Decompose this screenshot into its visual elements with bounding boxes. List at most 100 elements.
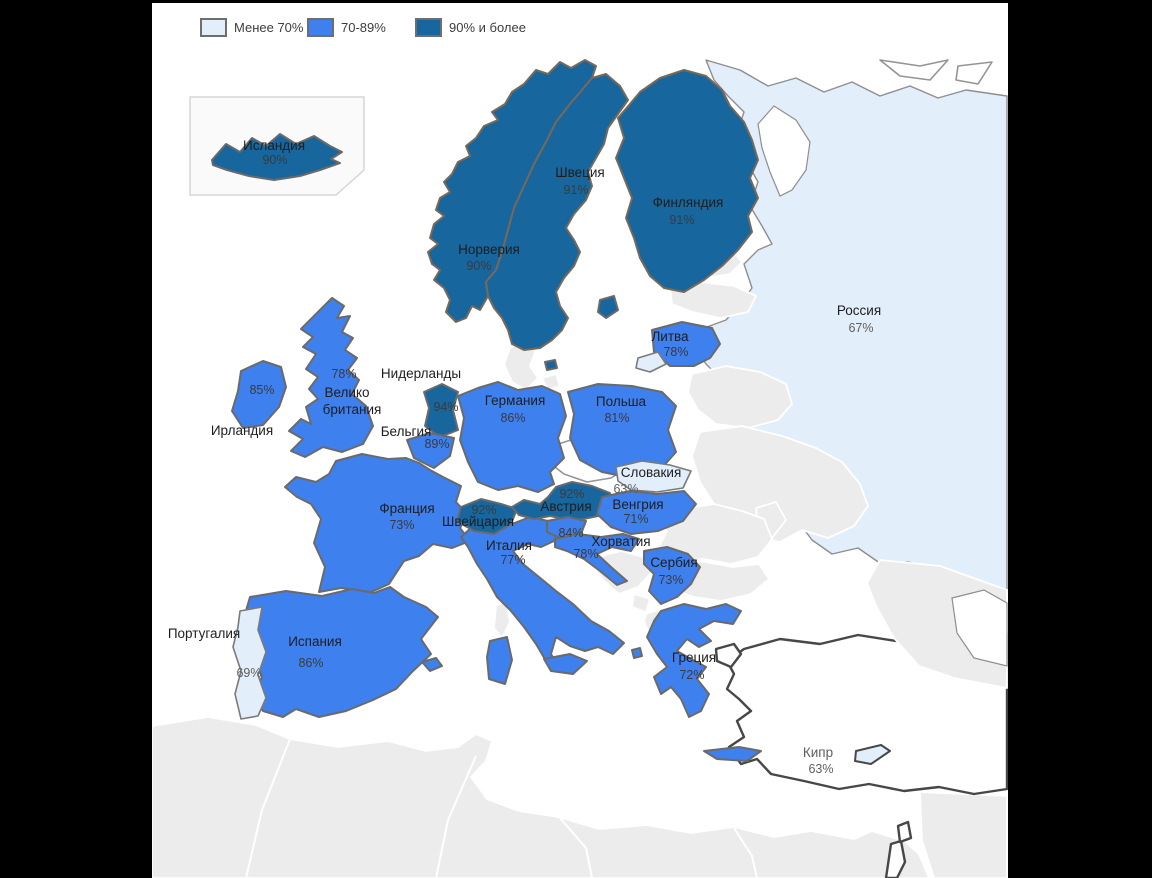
country-label: Словакия (621, 465, 682, 480)
legend-label: 90% и более (449, 20, 526, 35)
percent-label: 72% (679, 668, 704, 682)
ionian-island (631, 647, 643, 659)
country-belgium[interactable] (406, 432, 455, 469)
country-austria[interactable] (511, 481, 614, 522)
country-label: Швеция (555, 165, 605, 180)
percent-label: 91% (563, 183, 588, 197)
country-bosnia (594, 550, 654, 595)
country-label: Норверия (458, 242, 520, 257)
country-label: Франция (379, 501, 434, 516)
country-hungary[interactable] (596, 490, 697, 535)
percent-label: 78% (331, 367, 356, 381)
country-greece[interactable] (646, 603, 742, 718)
percent-label: 77% (500, 553, 525, 567)
legend-swatch-70-89-icon (307, 18, 334, 37)
country-sweden[interactable] (485, 73, 629, 351)
country-finland[interactable] (615, 69, 759, 293)
kaliningrad[interactable] (635, 351, 667, 373)
island-sicily (543, 653, 588, 675)
country-label: Литва (651, 329, 689, 344)
percent-label: 86% (500, 411, 525, 425)
percent-label: 92% (471, 503, 496, 517)
arctic-islands (879, 59, 949, 81)
country-united-kingdom[interactable] (288, 297, 374, 458)
country-latvia (669, 281, 757, 319)
country-label: Ирландия (211, 423, 273, 438)
country-label: Греция (672, 650, 716, 665)
country-label: Велико (324, 385, 369, 400)
country-label: Хорватия (591, 534, 650, 549)
legend-swatch-90-plus-icon (415, 18, 442, 37)
country-label: Польша (596, 394, 647, 409)
middle-east (919, 791, 1008, 878)
caspian-sea (951, 589, 1008, 667)
percent-label: 78% (663, 345, 688, 359)
country-montenegro (631, 593, 651, 613)
country-label: Нидерланды (381, 366, 461, 381)
map-visual-canvas: Исландия 90% Норверия 90% Швеция 91% Финляндия… (152, 3, 1008, 878)
arctic-islands-2 (955, 61, 993, 85)
country-lebanon (896, 820, 913, 844)
percent-label: 73% (389, 518, 414, 532)
country-label: Кипр (803, 745, 833, 760)
country-portugal[interactable] (232, 606, 267, 720)
percent-label: 94% (433, 400, 458, 414)
percent-label: 69% (236, 666, 261, 680)
country-label: Исландия (243, 138, 305, 153)
legend-label: Менее 70% (234, 20, 304, 35)
percent-label: 67% (848, 321, 873, 335)
island-crete (703, 746, 762, 762)
white-sea (757, 105, 811, 197)
percent-label: 90% (262, 153, 287, 167)
legend-item-90-plus[interactable]: 90% и более (415, 18, 526, 37)
percent-label: 63% (808, 762, 833, 776)
island-gotland (597, 295, 619, 319)
country-labels-layer: Исландия90%Норверия90%Швеция91%Финляндия… (168, 138, 881, 776)
percent-label: 85% (249, 383, 274, 397)
country-label: Испания (288, 634, 342, 649)
country-serbia[interactable] (643, 546, 701, 605)
country-label: Венгрия (612, 497, 663, 512)
percent-label: 84% (558, 526, 583, 540)
country-label: Финляндия (653, 195, 724, 210)
country-slovakia[interactable] (615, 460, 692, 493)
percent-label: 89% (424, 437, 449, 451)
legend-item-70-89[interactable]: 70-89% (307, 18, 386, 37)
africa-borders (245, 738, 758, 878)
percent-label: 71% (623, 512, 648, 526)
denmark-islands (541, 373, 561, 391)
country-netherlands[interactable] (423, 383, 459, 438)
country-croatia[interactable] (554, 533, 640, 586)
country-spain[interactable] (242, 586, 439, 718)
north-africa (152, 716, 930, 878)
country-germany[interactable] (457, 381, 567, 493)
country-label: Португалия (168, 626, 240, 641)
country-ireland[interactable] (231, 360, 287, 429)
legend-swatch-under-70-icon (200, 18, 227, 37)
country-switzerland[interactable] (456, 498, 518, 535)
country-label: Италия (486, 538, 532, 553)
country-cyprus[interactable] (854, 744, 891, 765)
country-label: Россия (837, 303, 881, 318)
percent-label: 63% (613, 482, 638, 496)
percent-label: 86% (298, 656, 323, 670)
island-majorca (421, 657, 443, 672)
percent-label: 73% (658, 573, 683, 587)
country-belarus (687, 365, 793, 429)
legend-item-under-70[interactable]: Менее 70% (200, 18, 303, 37)
country-label: Сербия (650, 555, 697, 570)
percent-label: 78% (573, 547, 598, 561)
country-france[interactable] (284, 453, 471, 593)
turkish-thrace (714, 642, 743, 669)
country-poland[interactable] (567, 383, 677, 479)
percent-label: 92% (559, 487, 584, 501)
percent-label: 91% (669, 213, 694, 227)
country-iceland[interactable] (211, 133, 343, 181)
island-sardinia (486, 636, 513, 685)
percent-label: 90% (466, 259, 491, 273)
country-label: Австрия (540, 499, 591, 514)
country-label: Германия (485, 393, 546, 408)
europe-choropleth-map: Исландия90%Норверия90%Швеция91%Финляндия… (152, 59, 1008, 878)
country-label: Швейцария (442, 514, 514, 529)
percent-label: 81% (604, 411, 629, 425)
